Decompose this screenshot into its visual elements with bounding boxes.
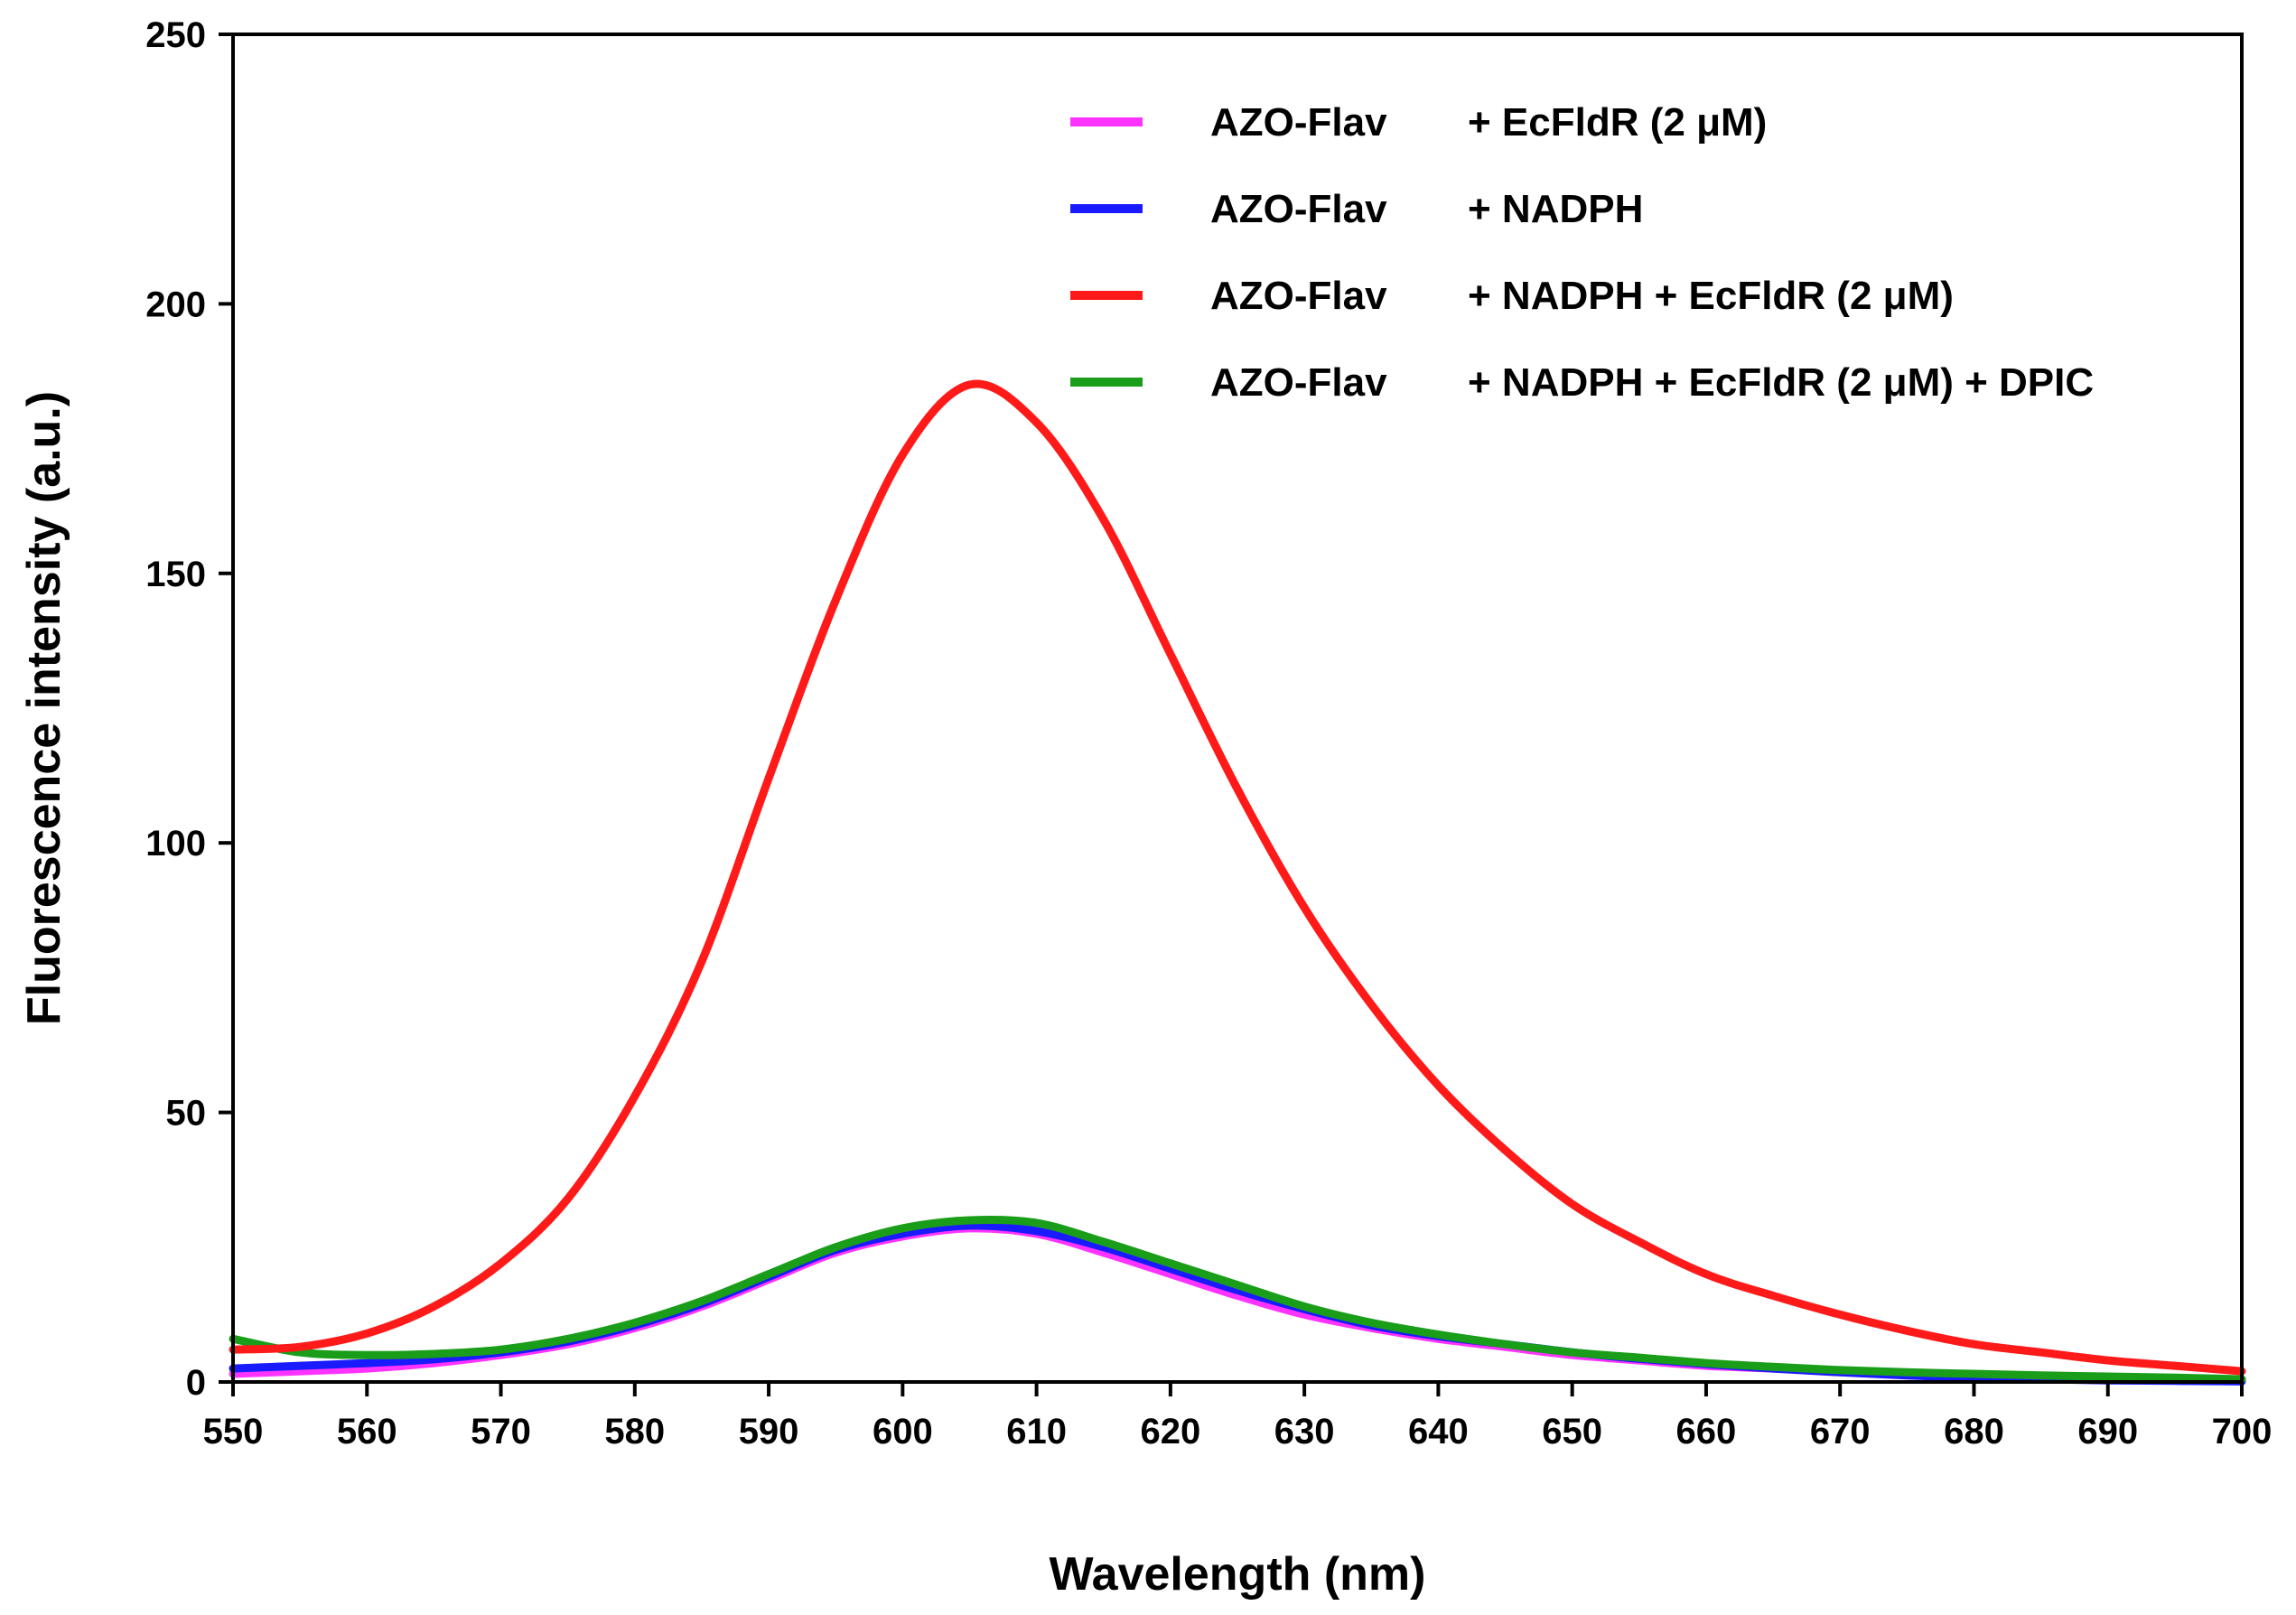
legend-label: AZO-Flav: [1210, 274, 1387, 318]
x-tick-label: 690: [2077, 1412, 2138, 1452]
y-tick-label: 50: [166, 1094, 207, 1134]
x-tick-label: 700: [2212, 1412, 2273, 1452]
x-axis-title: Wavelength (nm): [1050, 1548, 1426, 1601]
x-tick-label: 600: [873, 1412, 933, 1452]
y-axis-ticks: 0 50 100 150 200 250: [145, 15, 233, 1403]
x-axis-ticks: 550 560 570 580 590 600 610 620 630 640 650 660 670 6…: [203, 1382, 2273, 1452]
legend-label: AZO-Flav: [1210, 100, 1387, 145]
y-axis-title: Fluorescence intensity (a.u.): [18, 391, 70, 1025]
legend: AZO-Flav + EcFldR (2 μM) AZO-Flav + NADPH AZ…: [1070, 100, 2094, 405]
x-tick-label: 610: [1006, 1412, 1067, 1452]
legend-condition: + NADPH + EcFldR (2 μM) + DPIC: [1468, 360, 2094, 405]
series-line: [229, 1221, 2246, 1386]
x-tick-label: 680: [1944, 1412, 2004, 1452]
y-tick-label: 200: [145, 285, 206, 324]
plot-frame: [231, 33, 2244, 1384]
x-tick-label: 660: [1676, 1412, 1737, 1452]
legend-condition: + NADPH: [1468, 187, 1643, 231]
y-tick-label: 150: [145, 555, 206, 594]
x-tick-label: 620: [1140, 1412, 1200, 1452]
y-tick-label: 250: [145, 15, 206, 55]
y-tick-label: 100: [145, 824, 206, 864]
legend-condition: + NADPH + EcFldR (2 μM): [1468, 274, 1954, 318]
series-line: [229, 379, 2246, 1376]
x-tick-label: 550: [203, 1412, 264, 1452]
x-tick-label: 650: [1542, 1412, 1602, 1452]
x-tick-label: 590: [739, 1412, 799, 1452]
legend-label: AZO-Flav: [1210, 187, 1387, 231]
x-tick-label: 630: [1274, 1412, 1335, 1452]
legend-condition: + EcFldR (2 μM): [1468, 100, 1767, 145]
legend-label: AZO-Flav: [1210, 360, 1387, 405]
series-line: [229, 1215, 2246, 1384]
x-tick-label: 580: [604, 1412, 665, 1452]
series-line: [229, 1224, 2246, 1384]
y-tick-label: 0: [186, 1363, 206, 1403]
x-tick-label: 560: [337, 1412, 397, 1452]
x-tick-label: 640: [1408, 1412, 1469, 1452]
series-group: [229, 379, 2246, 1386]
x-tick-label: 670: [1810, 1412, 1871, 1452]
x-tick-label: 570: [471, 1412, 531, 1452]
